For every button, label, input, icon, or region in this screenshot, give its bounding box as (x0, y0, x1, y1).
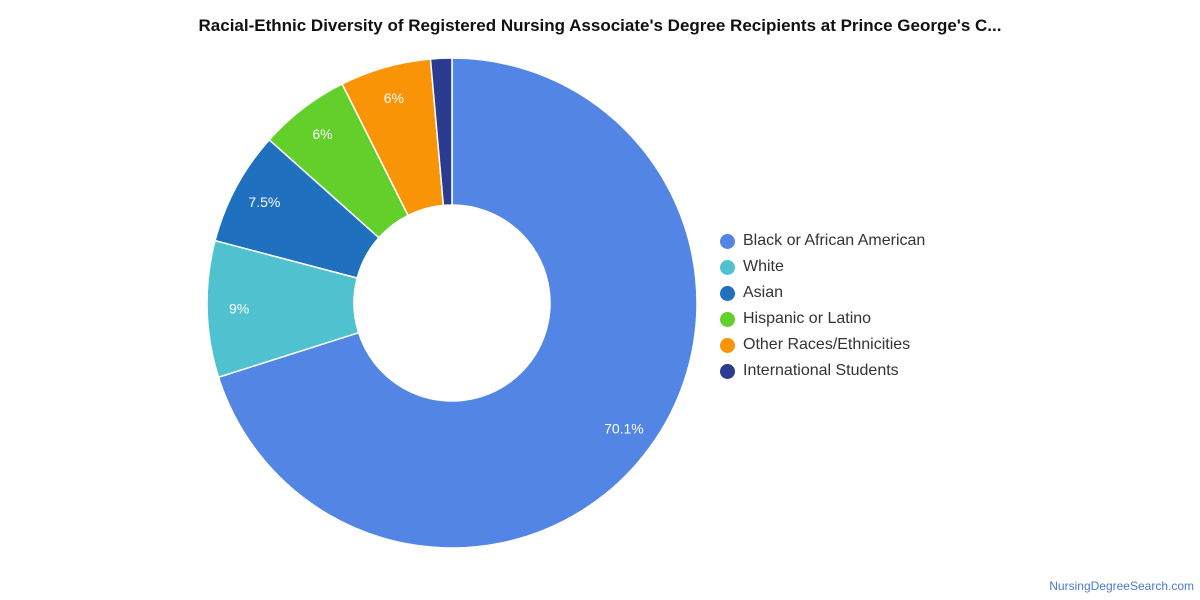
legend-label: Hispanic or Latino (743, 310, 872, 327)
legend-label: Other Races/Ethnicities (743, 336, 911, 353)
slice-international-students[interactable] (429, 57, 453, 207)
legend-item-black-or-african-american[interactable]: Black or African American (720, 228, 925, 254)
legend-swatch (720, 337, 735, 353)
legend-item-hispanic-or-latino[interactable]: Hispanic or Latino (720, 306, 925, 332)
chart-legend: Black or African American White Asian Hispa… (720, 228, 925, 384)
legend-swatch (720, 311, 735, 327)
legend-swatch (720, 285, 735, 301)
legend-item-other-races-ethnicities[interactable]: Other Races/Ethnicities (720, 332, 925, 358)
legend-swatch (720, 363, 735, 379)
legend-label: Black or African American (743, 232, 926, 249)
watermark[interactable]: NursingDegreeSearch.com (1049, 579, 1194, 593)
slice-label-other-races-ethnicities: 6% (384, 90, 404, 106)
slice-label-black-or-african-american: 70.1% (604, 421, 644, 437)
slice-black-or-african-american[interactable] (217, 57, 698, 549)
legend-item-international-students[interactable]: International Students (720, 358, 925, 384)
legend-swatch (720, 259, 735, 275)
slice-label-hispanic-or-latino: 6% (312, 126, 332, 142)
legend-label: International Students (743, 362, 899, 379)
legend-label: White (743, 258, 784, 275)
slice-label-white: 9% (229, 300, 249, 316)
legend-label: Asian (743, 284, 784, 301)
legend-swatch (720, 233, 735, 249)
chart-title: Racial-Ethnic Diversity of Registered Nu… (198, 16, 1002, 35)
legend-item-asian[interactable]: Asian (720, 280, 925, 306)
slice-label-asian: 7.5% (248, 194, 280, 210)
legend-item-white[interactable]: White (720, 254, 925, 280)
donut-chart: 70.1% 9% 7.5% 6% 6% (206, 57, 698, 549)
